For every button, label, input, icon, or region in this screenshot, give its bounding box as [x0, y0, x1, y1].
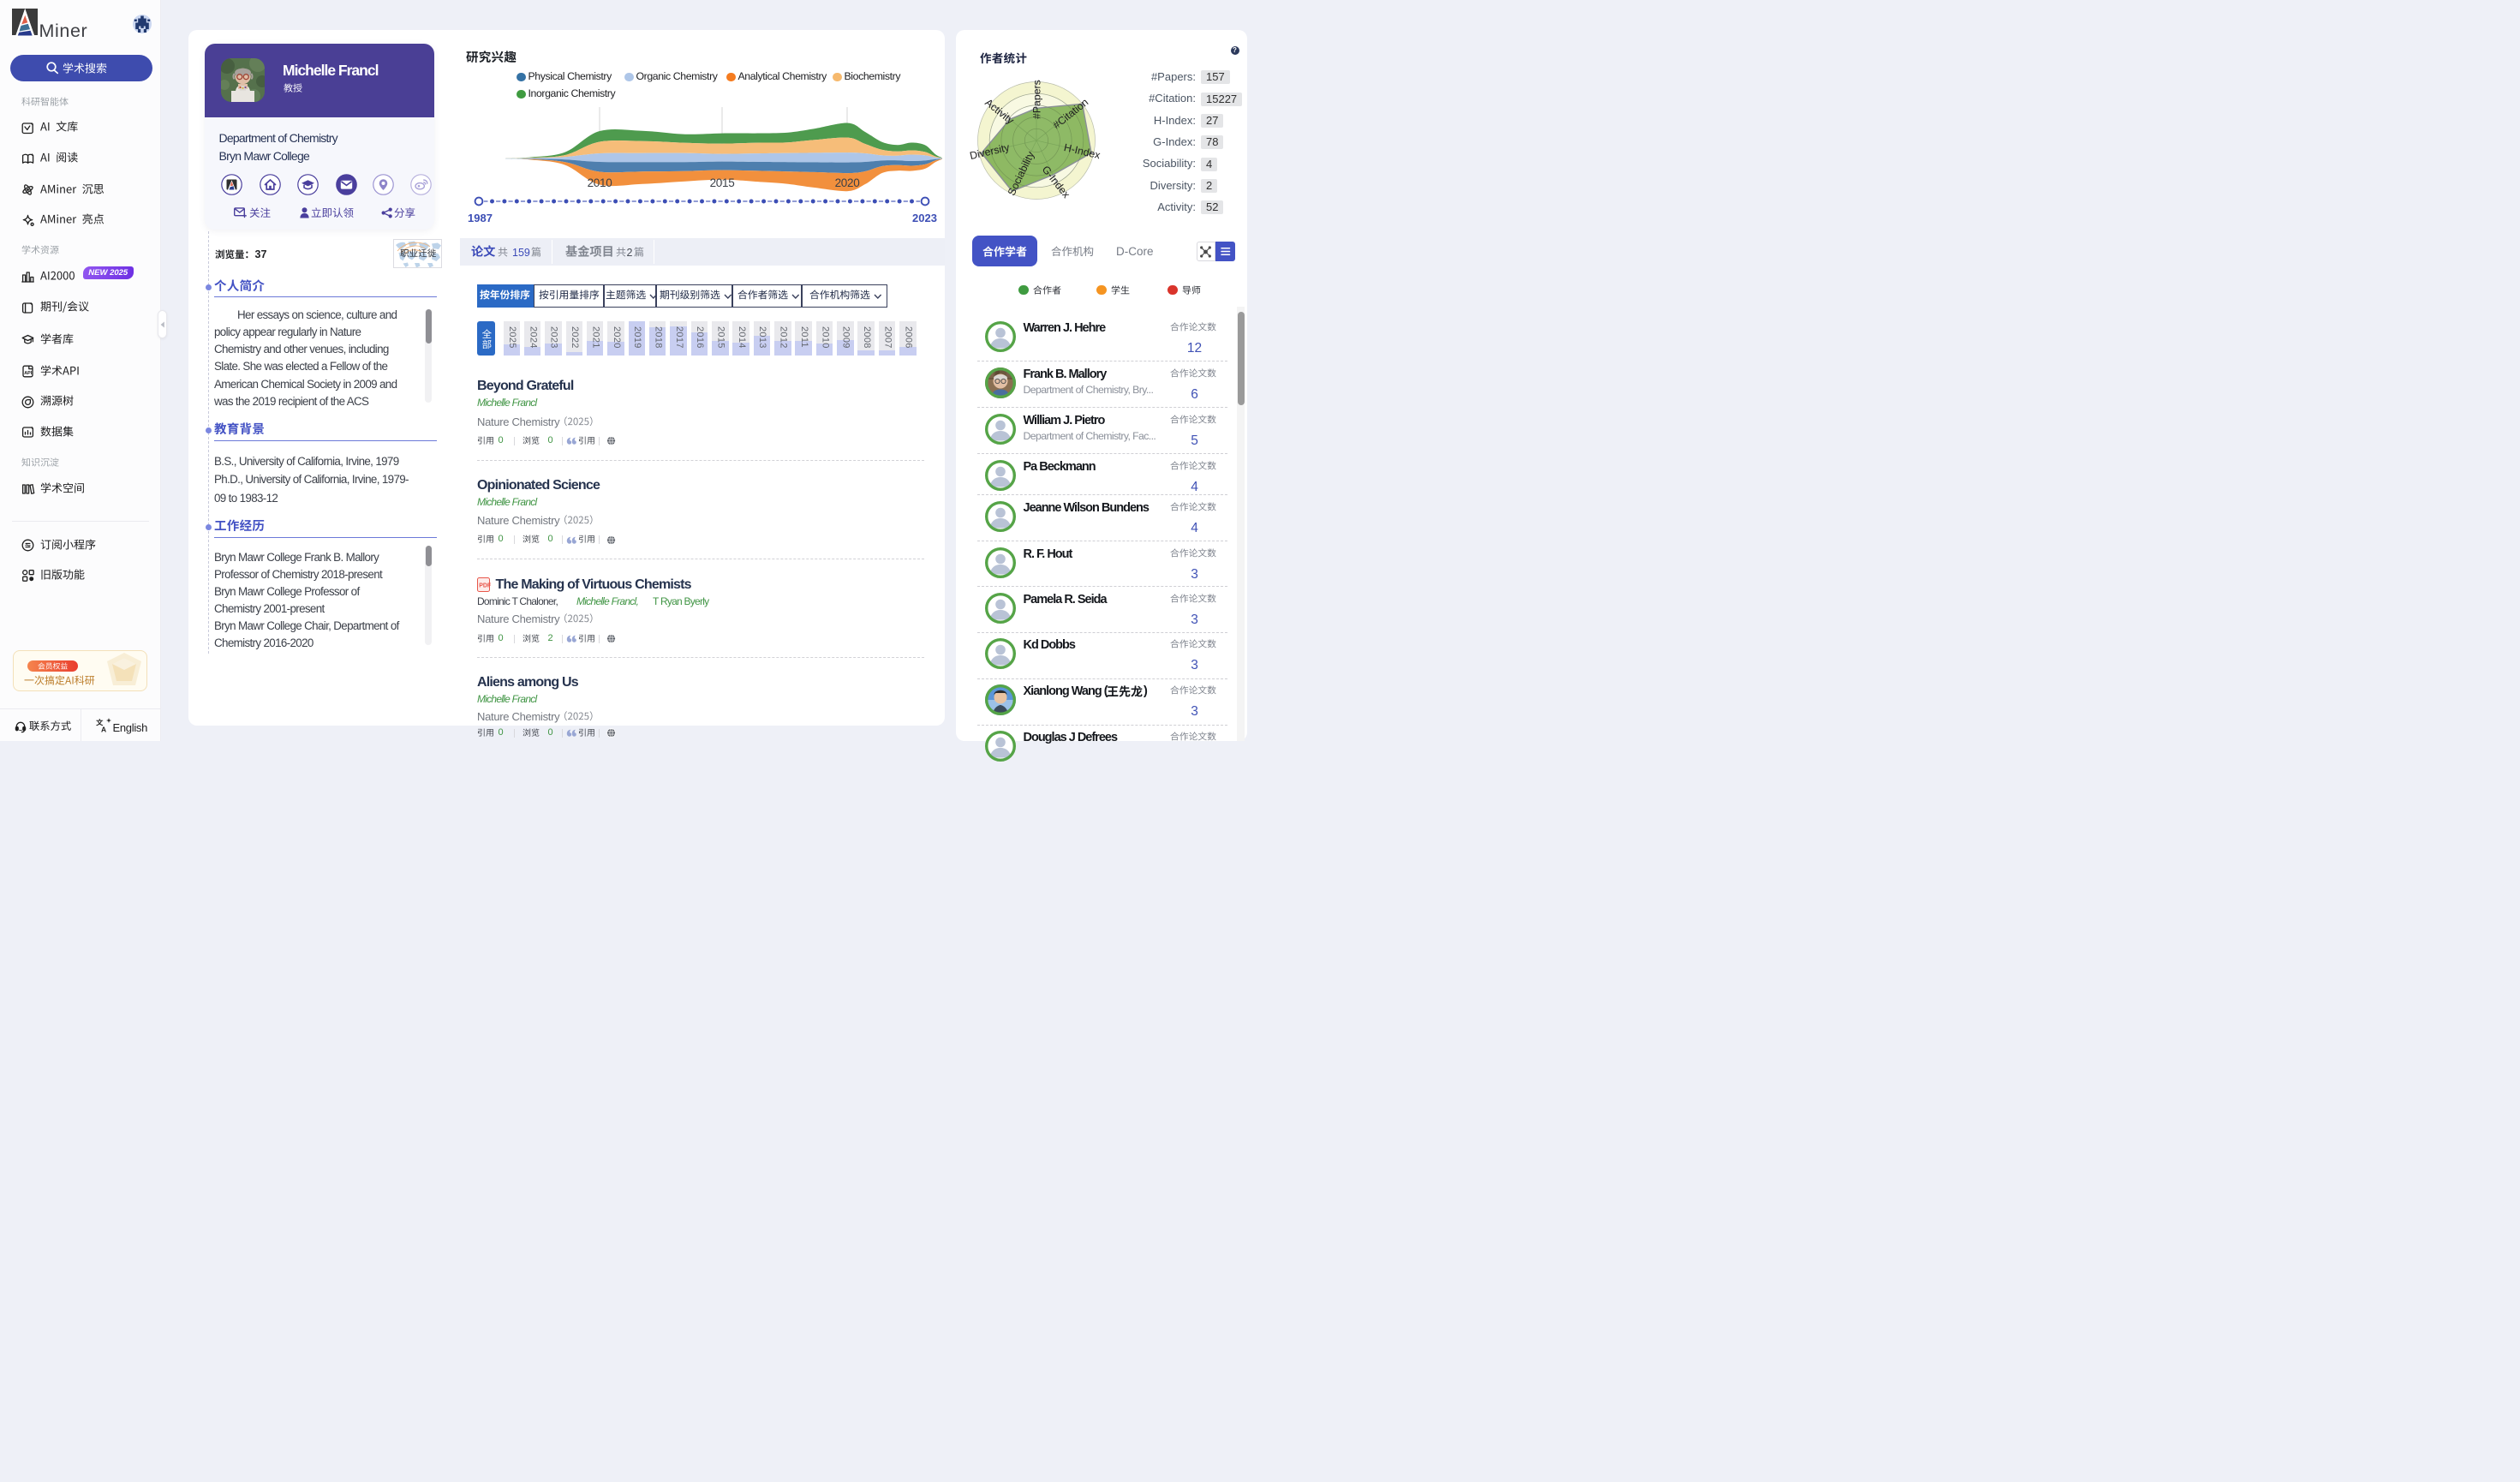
- svg-text:A: A: [101, 726, 106, 734]
- svg-text:#Papers: #Papers: [1031, 80, 1043, 119]
- svg-text:API: API: [24, 371, 32, 376]
- svg-text:PDF: PDF: [479, 583, 492, 589]
